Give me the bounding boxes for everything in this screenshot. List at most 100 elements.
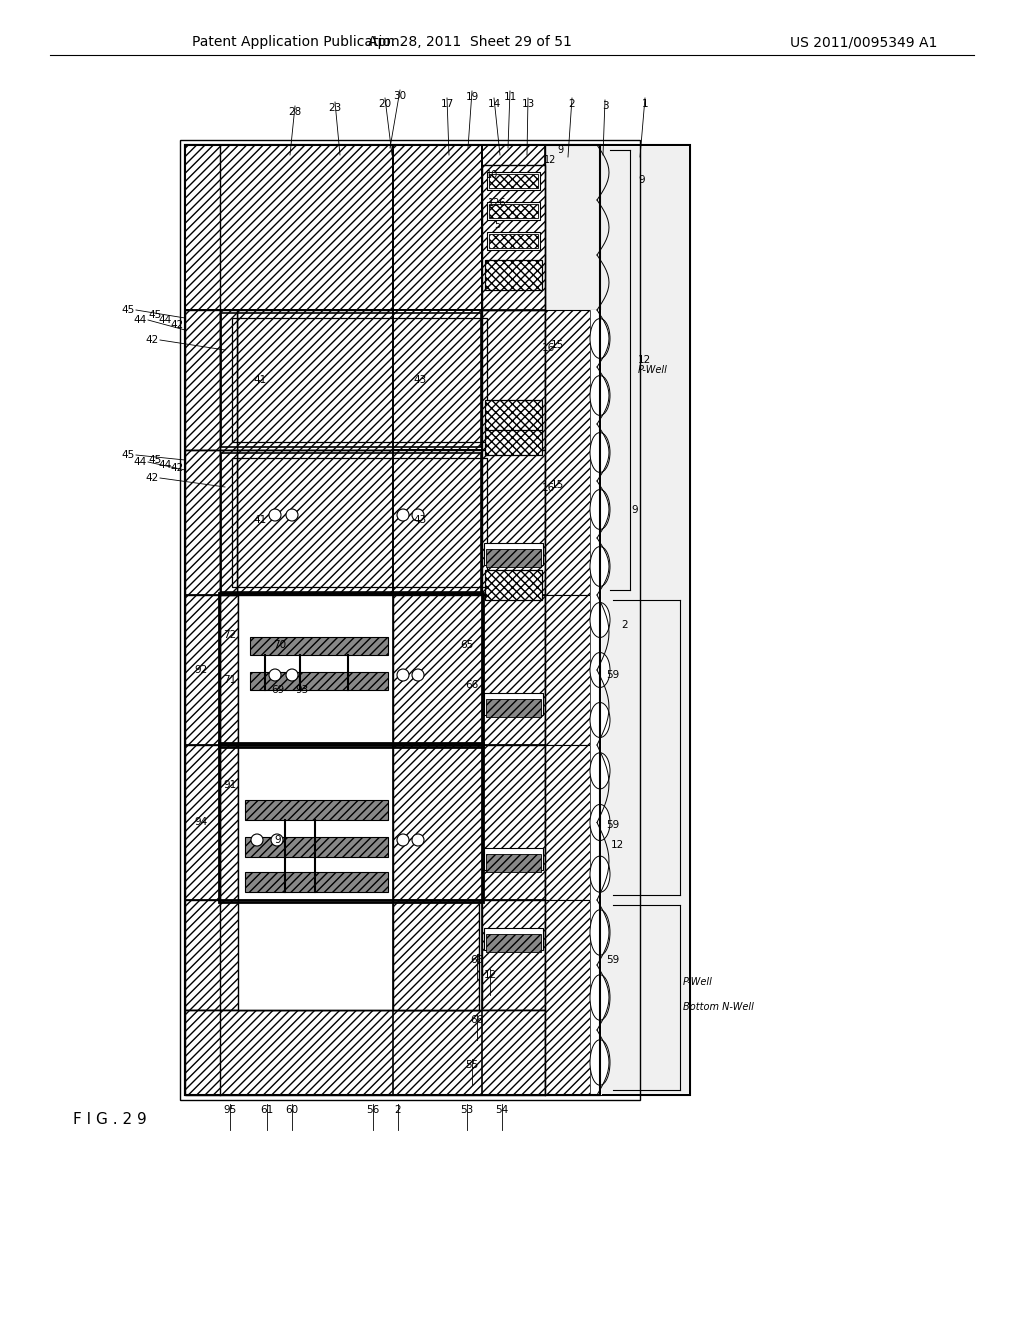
Bar bbox=[238, 744, 482, 900]
Text: 10: 10 bbox=[485, 170, 498, 180]
Ellipse shape bbox=[590, 433, 610, 473]
Bar bbox=[486, 935, 541, 952]
Text: 15: 15 bbox=[550, 480, 563, 490]
Text: 23: 23 bbox=[329, 103, 342, 114]
Text: 9: 9 bbox=[638, 176, 645, 185]
Bar bbox=[393, 450, 482, 595]
Text: 42: 42 bbox=[170, 319, 183, 330]
Text: 66: 66 bbox=[470, 1015, 483, 1026]
Text: 12: 12 bbox=[638, 355, 651, 366]
Text: 2: 2 bbox=[622, 620, 629, 630]
Text: 59: 59 bbox=[606, 954, 620, 965]
Text: 45: 45 bbox=[122, 450, 134, 459]
Text: 95: 95 bbox=[223, 1105, 237, 1115]
Bar bbox=[482, 165, 545, 310]
Bar bbox=[220, 595, 238, 744]
Bar bbox=[486, 700, 541, 717]
Bar bbox=[232, 458, 487, 587]
Bar bbox=[487, 232, 540, 249]
Text: 69: 69 bbox=[271, 685, 285, 696]
Text: 54: 54 bbox=[496, 1105, 509, 1115]
Text: 66: 66 bbox=[470, 954, 483, 965]
Bar bbox=[237, 450, 393, 595]
Bar bbox=[393, 900, 479, 1010]
Bar bbox=[245, 837, 388, 857]
Text: 70: 70 bbox=[273, 640, 287, 649]
Bar bbox=[393, 145, 482, 310]
Text: 43: 43 bbox=[414, 375, 427, 385]
Bar bbox=[221, 453, 481, 591]
Bar bbox=[220, 310, 237, 450]
Bar bbox=[185, 145, 600, 1096]
Text: 20: 20 bbox=[379, 99, 391, 110]
Text: 60: 60 bbox=[286, 1105, 299, 1115]
Text: 44: 44 bbox=[159, 459, 172, 470]
Text: Bottom N-Well: Bottom N-Well bbox=[683, 1002, 754, 1012]
Text: 45: 45 bbox=[148, 310, 162, 319]
Text: 16: 16 bbox=[542, 483, 555, 492]
Text: F I G . 2 9: F I G . 2 9 bbox=[73, 1113, 146, 1127]
Text: Apr. 28, 2011  Sheet 29 of 51: Apr. 28, 2011 Sheet 29 of 51 bbox=[368, 36, 572, 49]
Text: 13: 13 bbox=[521, 99, 535, 110]
Circle shape bbox=[269, 669, 281, 681]
Circle shape bbox=[251, 834, 263, 846]
Circle shape bbox=[412, 669, 424, 681]
Circle shape bbox=[412, 510, 424, 521]
Text: 93: 93 bbox=[295, 685, 308, 696]
Bar bbox=[185, 310, 220, 450]
Text: 42: 42 bbox=[145, 473, 159, 483]
Text: US 2011/0095349 A1: US 2011/0095349 A1 bbox=[790, 36, 937, 49]
Circle shape bbox=[271, 834, 283, 846]
Bar bbox=[485, 260, 542, 290]
Ellipse shape bbox=[590, 1040, 610, 1085]
Bar bbox=[545, 744, 600, 900]
Bar bbox=[489, 174, 538, 187]
Bar bbox=[393, 595, 482, 744]
Text: 126: 126 bbox=[487, 198, 506, 209]
Ellipse shape bbox=[590, 652, 610, 688]
Bar bbox=[489, 205, 538, 218]
Bar bbox=[250, 672, 388, 690]
Bar bbox=[185, 450, 220, 595]
Bar bbox=[489, 234, 538, 248]
Text: 72: 72 bbox=[223, 630, 237, 640]
Text: 9: 9 bbox=[274, 836, 282, 845]
Text: 28: 28 bbox=[289, 107, 302, 117]
Bar bbox=[180, 140, 640, 1100]
Text: 94: 94 bbox=[195, 817, 208, 828]
Circle shape bbox=[269, 510, 281, 521]
Text: 14: 14 bbox=[487, 99, 501, 110]
Circle shape bbox=[412, 834, 424, 846]
Bar bbox=[590, 310, 602, 595]
Circle shape bbox=[397, 669, 409, 681]
Ellipse shape bbox=[590, 752, 610, 789]
Text: 43: 43 bbox=[414, 515, 427, 525]
Bar bbox=[486, 854, 541, 873]
Ellipse shape bbox=[590, 974, 610, 1020]
Text: 41: 41 bbox=[253, 375, 266, 385]
Bar bbox=[185, 1010, 545, 1096]
Text: 45: 45 bbox=[148, 455, 162, 465]
Ellipse shape bbox=[590, 909, 610, 956]
Ellipse shape bbox=[590, 857, 610, 892]
Text: 66: 66 bbox=[465, 680, 478, 690]
Text: 2: 2 bbox=[394, 1105, 401, 1115]
Text: 44: 44 bbox=[159, 315, 172, 325]
Text: 12: 12 bbox=[483, 970, 497, 979]
Text: 55: 55 bbox=[465, 1060, 478, 1071]
Text: P-Well: P-Well bbox=[638, 366, 668, 375]
Bar bbox=[485, 570, 542, 601]
Text: 9: 9 bbox=[632, 506, 638, 515]
Bar bbox=[219, 743, 483, 902]
Bar bbox=[185, 145, 690, 1096]
Text: 12: 12 bbox=[610, 840, 624, 850]
Ellipse shape bbox=[590, 376, 610, 416]
Text: 9: 9 bbox=[557, 145, 563, 154]
Text: 5: 5 bbox=[494, 220, 500, 230]
Circle shape bbox=[397, 834, 409, 846]
Bar bbox=[220, 744, 238, 900]
Bar bbox=[186, 147, 689, 1094]
Bar bbox=[484, 847, 543, 870]
Text: 3: 3 bbox=[602, 102, 608, 111]
Bar bbox=[393, 744, 482, 900]
